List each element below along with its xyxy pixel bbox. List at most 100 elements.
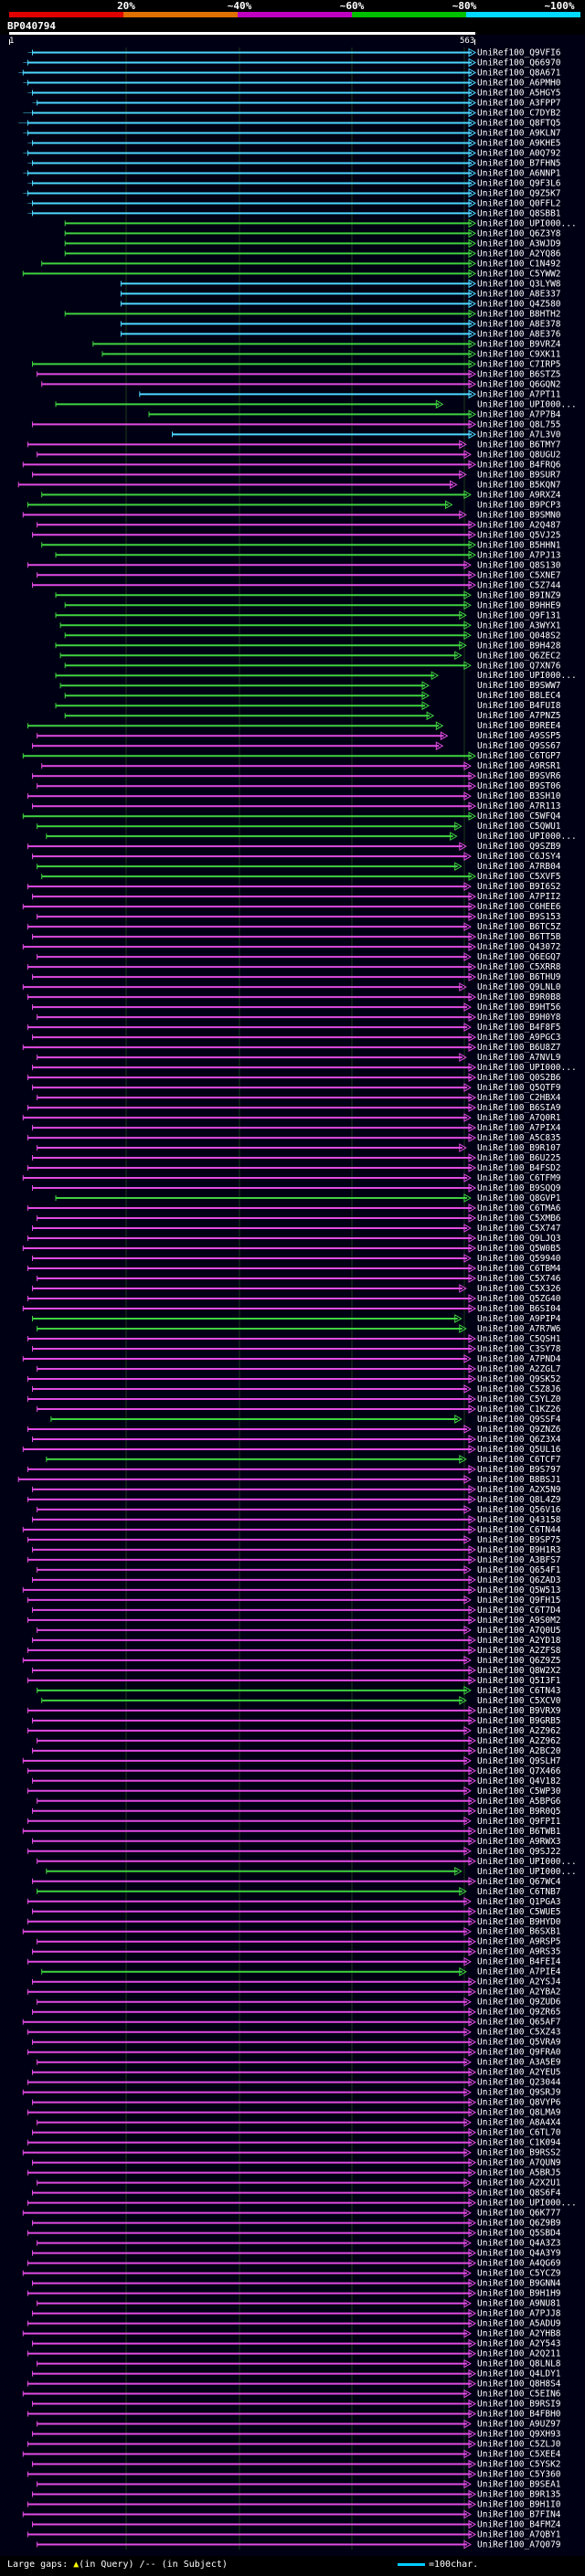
hit-label[interactable]: UniRef100_B3SH10 [477,791,561,801]
hit-label[interactable]: UniRef100_UPI000... [477,1857,577,1867]
hit-label[interactable]: UniRef100_A7PJ13 [477,550,561,560]
hit-label[interactable]: UniRef100_A7QBY1 [477,2530,561,2540]
hit-row[interactable]: UniRef100_C6TGP7 [22,751,561,761]
hit-row[interactable]: UniRef100_Q9ZUD6 [37,1998,561,2008]
hit-label[interactable]: UniRef100_A3WYX1 [477,620,561,631]
hit-row[interactable]: UniRef100_B4FEI4 [27,1957,561,1967]
hit-row[interactable]: UniRef100_C3SY78 [32,1344,561,1354]
hit-label[interactable]: UniRef100_Q4A3Z3 [477,2239,561,2249]
hit-label[interactable]: UniRef100_A2Q211 [477,2349,561,2359]
hit-label[interactable]: UniRef100_A7NVL9 [477,1053,561,1063]
hit-row[interactable]: UniRef100_C6JSY4 [32,852,561,862]
hit-row[interactable]: UniRef100_C5XMB6 [37,1214,561,1224]
hit-label[interactable]: UniRef100_Q8L4Z9 [477,1495,561,1505]
hit-label[interactable]: UniRef100_B8LEC4 [477,691,561,701]
hit-row[interactable]: UniRef100_C5Y360 [27,2470,561,2480]
hit-row[interactable]: UniRef100_A2YHB8 [22,2329,561,2339]
hit-row[interactable]: UniRef100_A5HGY5 [27,88,561,98]
hit-label[interactable]: UniRef100_B6STZ5 [477,369,561,379]
hit-row[interactable]: UniRef100_B9REE4 [27,721,561,731]
hit-label[interactable]: UniRef100_Q9F3L6 [477,178,561,188]
hit-label[interactable]: UniRef100_Q59940 [477,1254,561,1264]
hit-label[interactable]: UniRef100_Q9VFI6 [477,48,561,58]
hit-row[interactable]: UniRef100_Q3LYW8 [120,279,561,289]
hit-label[interactable]: UniRef100_A2YSJ4 [477,1977,561,1988]
hit-label[interactable]: UniRef100_A7Q0R1 [477,1113,561,1123]
hit-row[interactable]: UniRef100_Q5ZG40 [27,1294,561,1304]
hit-label[interactable]: UniRef100_B4FSD2 [477,1163,561,1173]
hit-label[interactable]: UniRef100_C9XK11 [477,349,561,359]
hit-label[interactable]: UniRef100_A7L3V0 [477,429,561,440]
hit-label[interactable]: UniRef100_A9KHE5 [477,138,561,148]
hit-label[interactable]: UniRef100_B9R0B8 [477,992,561,1002]
hit-row[interactable]: UniRef100_C6TN43 [37,1686,561,1696]
hit-label[interactable]: UniRef100_A7R7W6 [477,1324,561,1334]
hit-label[interactable]: UniRef100_A4QG69 [477,2259,561,2269]
hit-label[interactable]: UniRef100_Q9F131 [477,610,561,620]
hit-row[interactable]: UniRef100_Q9VFI6 [27,48,561,58]
hit-label[interactable]: UniRef100_A9UZ97 [477,2420,561,2430]
hit-label[interactable]: UniRef100_Q8FTQ5 [477,118,561,128]
hit-row[interactable]: UniRef100_B6SI04 [22,1304,561,1314]
hit-label[interactable]: UniRef100_Q8W2X2 [477,1666,561,1676]
hit-label[interactable]: UniRef100_B9VRX9 [477,1706,561,1716]
hit-label[interactable]: UniRef100_A5BPG6 [477,1797,561,1807]
hit-label[interactable]: UniRef100_A7PII2 [477,892,561,902]
hit-label[interactable]: UniRef100_Q6ZAD3 [477,1575,561,1585]
hit-label[interactable]: UniRef100_A2YQ86 [477,249,561,259]
hit-row[interactable]: UniRef100_Q9SZB9 [27,842,561,852]
hit-row[interactable]: UniRef100_B9SWW7 [59,681,561,691]
hit-row[interactable]: UniRef100_Q6Z3Y8 [64,228,561,239]
hit-row[interactable]: UniRef100_A3WJD9 [64,239,561,249]
hit-label[interactable]: UniRef100_B9RSS2 [477,2148,561,2158]
hit-label[interactable]: UniRef100_B8BSJ1 [477,1475,561,1485]
hit-row[interactable]: UniRef100_C5YWW2 [22,269,561,279]
hit-row[interactable]: UniRef100_A9NU81 [37,2299,561,2309]
hit-row[interactable]: UniRef100_B9R107 [37,1143,561,1153]
hit-row[interactable]: UniRef100_Q6K777 [22,2209,561,2219]
hit-row[interactable]: UniRef100_Q4Z580 [120,299,561,309]
hit-row[interactable]: UniRef100_Q9ZR65 [32,2008,561,2018]
hit-label[interactable]: UniRef100_A2Y543 [477,2339,561,2349]
hit-label[interactable]: UniRef100_Q9SJ22 [477,1847,561,1857]
hit-label[interactable]: UniRef100_B6TT5B [477,932,561,942]
hit-row[interactable]: UniRef100_A9RXZ4 [41,490,561,500]
hit-label[interactable]: UniRef100_C7IRP5 [477,359,561,369]
hit-label[interactable]: UniRef100_A9RS35 [477,1947,561,1957]
hit-row[interactable]: UniRef100_B9H428 [55,641,561,651]
hit-row[interactable]: UniRef100_UPI000... [32,1063,577,1073]
hit-label[interactable]: UniRef100_A7RB04 [477,862,561,872]
hit-row[interactable]: UniRef100_A2Z962 [37,1736,561,1746]
hit-row[interactable]: UniRef100_B9H1H9 [27,2289,561,2299]
hit-label[interactable]: UniRef100_A7Q079 [477,2540,561,2550]
hit-row[interactable]: UniRef100_B9VRZ4 [92,339,561,349]
hit-label[interactable]: UniRef100_B9SP75 [477,1535,561,1545]
hit-label[interactable]: UniRef100_Q8VYP6 [477,2098,561,2108]
hit-row[interactable]: UniRef100_A7PII2 [32,892,561,902]
hit-row[interactable]: UniRef100_Q65AF7 [22,2018,561,2028]
hit-label[interactable]: UniRef100_B9H1H9 [477,2289,561,2299]
hit-label[interactable]: UniRef100_B6THU9 [477,972,561,982]
hit-row[interactable]: UniRef100_Q8W2X2 [32,1666,561,1676]
hit-label[interactable]: UniRef100_B4FMZ4 [477,2520,561,2530]
hit-row[interactable]: UniRef100_Q8LMA9 [27,2108,561,2118]
hit-label[interactable]: UniRef100_A3BFS7 [477,1555,561,1565]
hit-label[interactable]: UniRef100_A8E337 [477,289,561,299]
hit-row[interactable]: UniRef100_B4F8F5 [27,1023,561,1033]
hit-label[interactable]: UniRef100_Q0S2B6 [477,1073,561,1083]
hit-label[interactable]: UniRef100_Q048S2 [477,631,561,641]
hit-row[interactable]: UniRef100_Q9SK52 [27,1374,561,1384]
hit-label[interactable]: UniRef100_B9GNN4 [477,2279,561,2289]
hit-label[interactable]: UniRef100_Q9SK52 [477,1374,561,1384]
hit-row[interactable]: UniRef100_C1K094 [27,2138,561,2148]
hit-label[interactable]: UniRef100_C5XNE7 [477,570,561,580]
hit-label[interactable]: UniRef100_Q9FPI1 [477,1817,561,1827]
hit-label[interactable]: UniRef100_A2Z962 [477,1736,561,1746]
hit-label[interactable]: UniRef100_C1KZ26 [477,1405,561,1415]
hit-label[interactable]: UniRef100_A8E378 [477,319,561,329]
hit-label[interactable]: UniRef100_Q5UL16 [477,1445,561,1455]
hit-row[interactable]: UniRef100_B7FHN5 [27,158,561,168]
hit-label[interactable]: UniRef100_A2YD18 [477,1636,561,1646]
hit-row[interactable]: UniRef100_A3A5E9 [37,2058,561,2068]
hit-row[interactable]: UniRef100_B9ST06 [37,781,561,791]
